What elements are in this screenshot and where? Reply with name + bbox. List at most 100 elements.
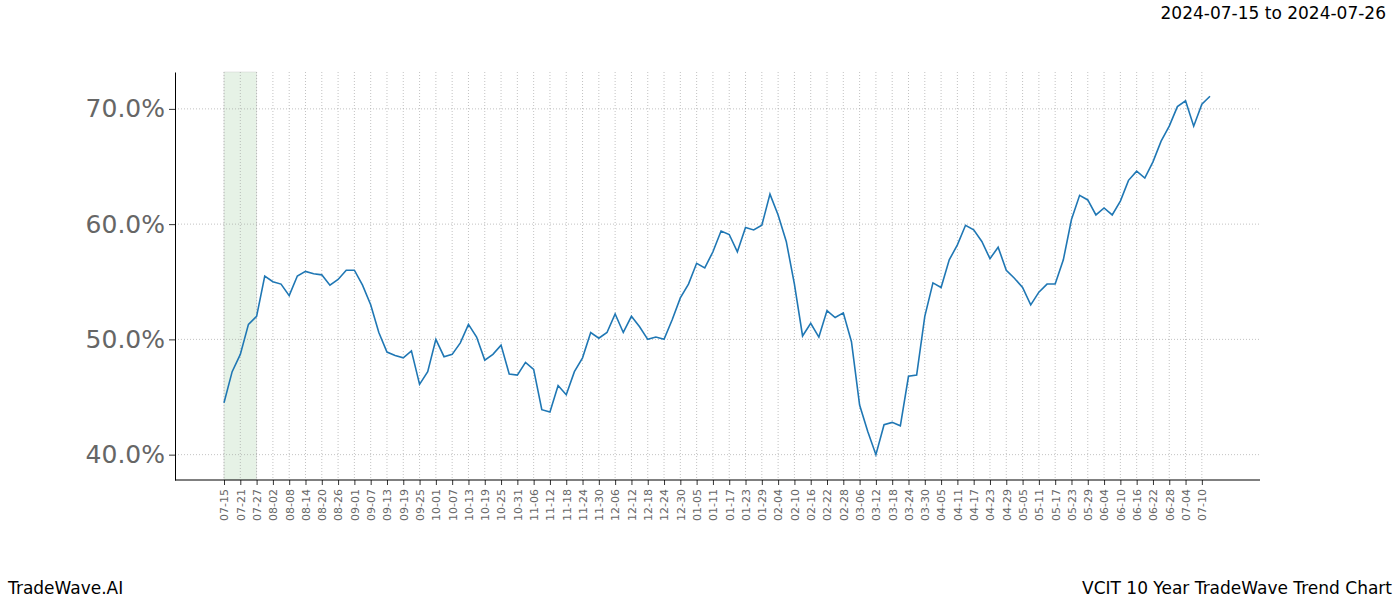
x-tick-label: 07-15 — [218, 489, 231, 521]
x-tick-label: 10-13 — [463, 489, 476, 521]
x-grid-line — [941, 72, 942, 480]
y-grid-line — [175, 224, 1260, 225]
x-tick-label: 09-25 — [414, 489, 427, 521]
x-tick-mark — [322, 480, 323, 485]
y-tick-mark — [169, 455, 175, 456]
x-tick: 04-11 — [952, 480, 965, 521]
x-tick-mark — [615, 480, 616, 485]
x-tick: 03-12 — [870, 480, 883, 521]
x-tick-label: 01-11 — [707, 489, 720, 521]
x-grid-line — [631, 72, 632, 480]
x-tick-mark — [403, 480, 404, 485]
x-tick-label: 06-22 — [1147, 489, 1160, 521]
x-grid-line — [778, 72, 779, 480]
x-tick-label: 03-18 — [887, 489, 900, 521]
x-tick: 07-10 — [1196, 480, 1209, 521]
x-grid-line — [761, 72, 762, 480]
x-tick: 10-13 — [463, 480, 476, 521]
x-tick-mark — [371, 480, 372, 485]
x-tick: 07-21 — [235, 480, 248, 521]
y-tick-label: 60.0% — [86, 210, 165, 239]
x-tick: 10-25 — [495, 480, 508, 521]
y-tick-label: 70.0% — [86, 94, 165, 123]
x-tick: 07-15 — [218, 480, 231, 521]
x-grid-line — [370, 72, 371, 480]
x-tick-mark — [697, 480, 698, 485]
x-tick-mark — [550, 480, 551, 485]
x-tick: 01-11 — [707, 480, 720, 521]
x-tick: 06-28 — [1164, 480, 1177, 521]
x-tick-label: 08-26 — [332, 489, 345, 521]
x-tick: 03-30 — [919, 480, 932, 521]
x-tick: 05-17 — [1050, 480, 1063, 521]
x-tick-label: 12-24 — [658, 489, 671, 521]
grid — [175, 72, 1260, 480]
y-tick-label: 40.0% — [86, 440, 165, 469]
x-tick: 11-24 — [577, 480, 590, 521]
x-tick-mark — [534, 480, 535, 485]
x-grid-line — [305, 72, 306, 480]
x-grid-line — [712, 72, 713, 480]
x-tick: 11-30 — [593, 480, 606, 521]
x-grid-line — [1136, 72, 1137, 480]
x-grid-line — [745, 72, 746, 480]
annotation: TradeWave.AI — [7, 578, 123, 598]
x-tick-mark — [1071, 480, 1072, 485]
x-grid-line — [615, 72, 616, 480]
x-grid-line — [549, 72, 550, 480]
x-tick: 04-29 — [1001, 480, 1014, 521]
x-tick-label: 04-23 — [984, 489, 997, 521]
x-tick-label: 02-22 — [821, 489, 834, 521]
x-tick-mark — [713, 480, 714, 485]
x-tick-mark — [420, 480, 421, 485]
x-tick: 07-27 — [251, 480, 264, 521]
x-tick: 03-24 — [903, 480, 916, 521]
x-grid-line — [989, 72, 990, 480]
x-tick-label: 11-24 — [577, 489, 590, 521]
x-tick: 11-18 — [561, 480, 574, 521]
x-tick-mark — [1088, 480, 1089, 485]
marks — [224, 96, 1210, 454]
x-tick-label: 08-14 — [300, 489, 313, 521]
x-tick-label: 06-16 — [1131, 489, 1144, 521]
x-grid-line — [256, 72, 257, 480]
x-tick-mark — [387, 480, 388, 485]
x-tick: 01-05 — [691, 480, 704, 521]
x-tick: 08-08 — [284, 480, 297, 521]
x-tick-mark — [583, 480, 584, 485]
subtitle: 2024-07-15 to 2024-07-26 — [1161, 3, 1386, 23]
x-tick-label: 10-01 — [430, 489, 443, 521]
x-grid-line — [240, 72, 241, 480]
x-tick-mark — [1039, 480, 1040, 485]
x-tick-mark — [811, 480, 812, 485]
x-tick-label: 06-10 — [1115, 489, 1128, 521]
x-grid-line — [1071, 72, 1072, 480]
x-tick-label: 11-12 — [544, 489, 557, 521]
x-tick-label: 12-18 — [642, 489, 655, 521]
x-tick-label: 02-10 — [789, 489, 802, 521]
x-tick-label: 08-02 — [267, 489, 280, 521]
x-grid-line — [696, 72, 697, 480]
x-tick-label: 10-07 — [447, 489, 460, 521]
x-tick-label: 07-21 — [235, 489, 248, 521]
x-tick: 04-23 — [984, 480, 997, 521]
x-tick-mark — [517, 480, 518, 485]
y-tick-mark — [169, 109, 175, 110]
y-axis: 40.0% 50.0% 60.0% 70.0% — [86, 73, 176, 481]
x-tick-label: 09-07 — [365, 489, 378, 521]
x-grid-line — [892, 72, 893, 480]
x-tick-mark — [762, 480, 763, 485]
x-tick-mark — [925, 480, 926, 485]
x-grid-line — [1185, 72, 1186, 480]
x-tick: 02-28 — [838, 480, 851, 521]
x-tick-mark — [240, 480, 241, 485]
x-tick-label: 11-18 — [561, 489, 574, 521]
y-tick: 70.0% — [86, 94, 175, 123]
x-tick: 02-04 — [772, 480, 785, 521]
x-tick-mark — [664, 480, 665, 485]
x-tick-mark — [566, 480, 567, 485]
y-grid-line — [175, 454, 1260, 455]
y-tick-label: 50.0% — [86, 325, 165, 354]
x-tick-label: 12-06 — [609, 489, 622, 521]
x-grid-line — [1022, 72, 1023, 480]
